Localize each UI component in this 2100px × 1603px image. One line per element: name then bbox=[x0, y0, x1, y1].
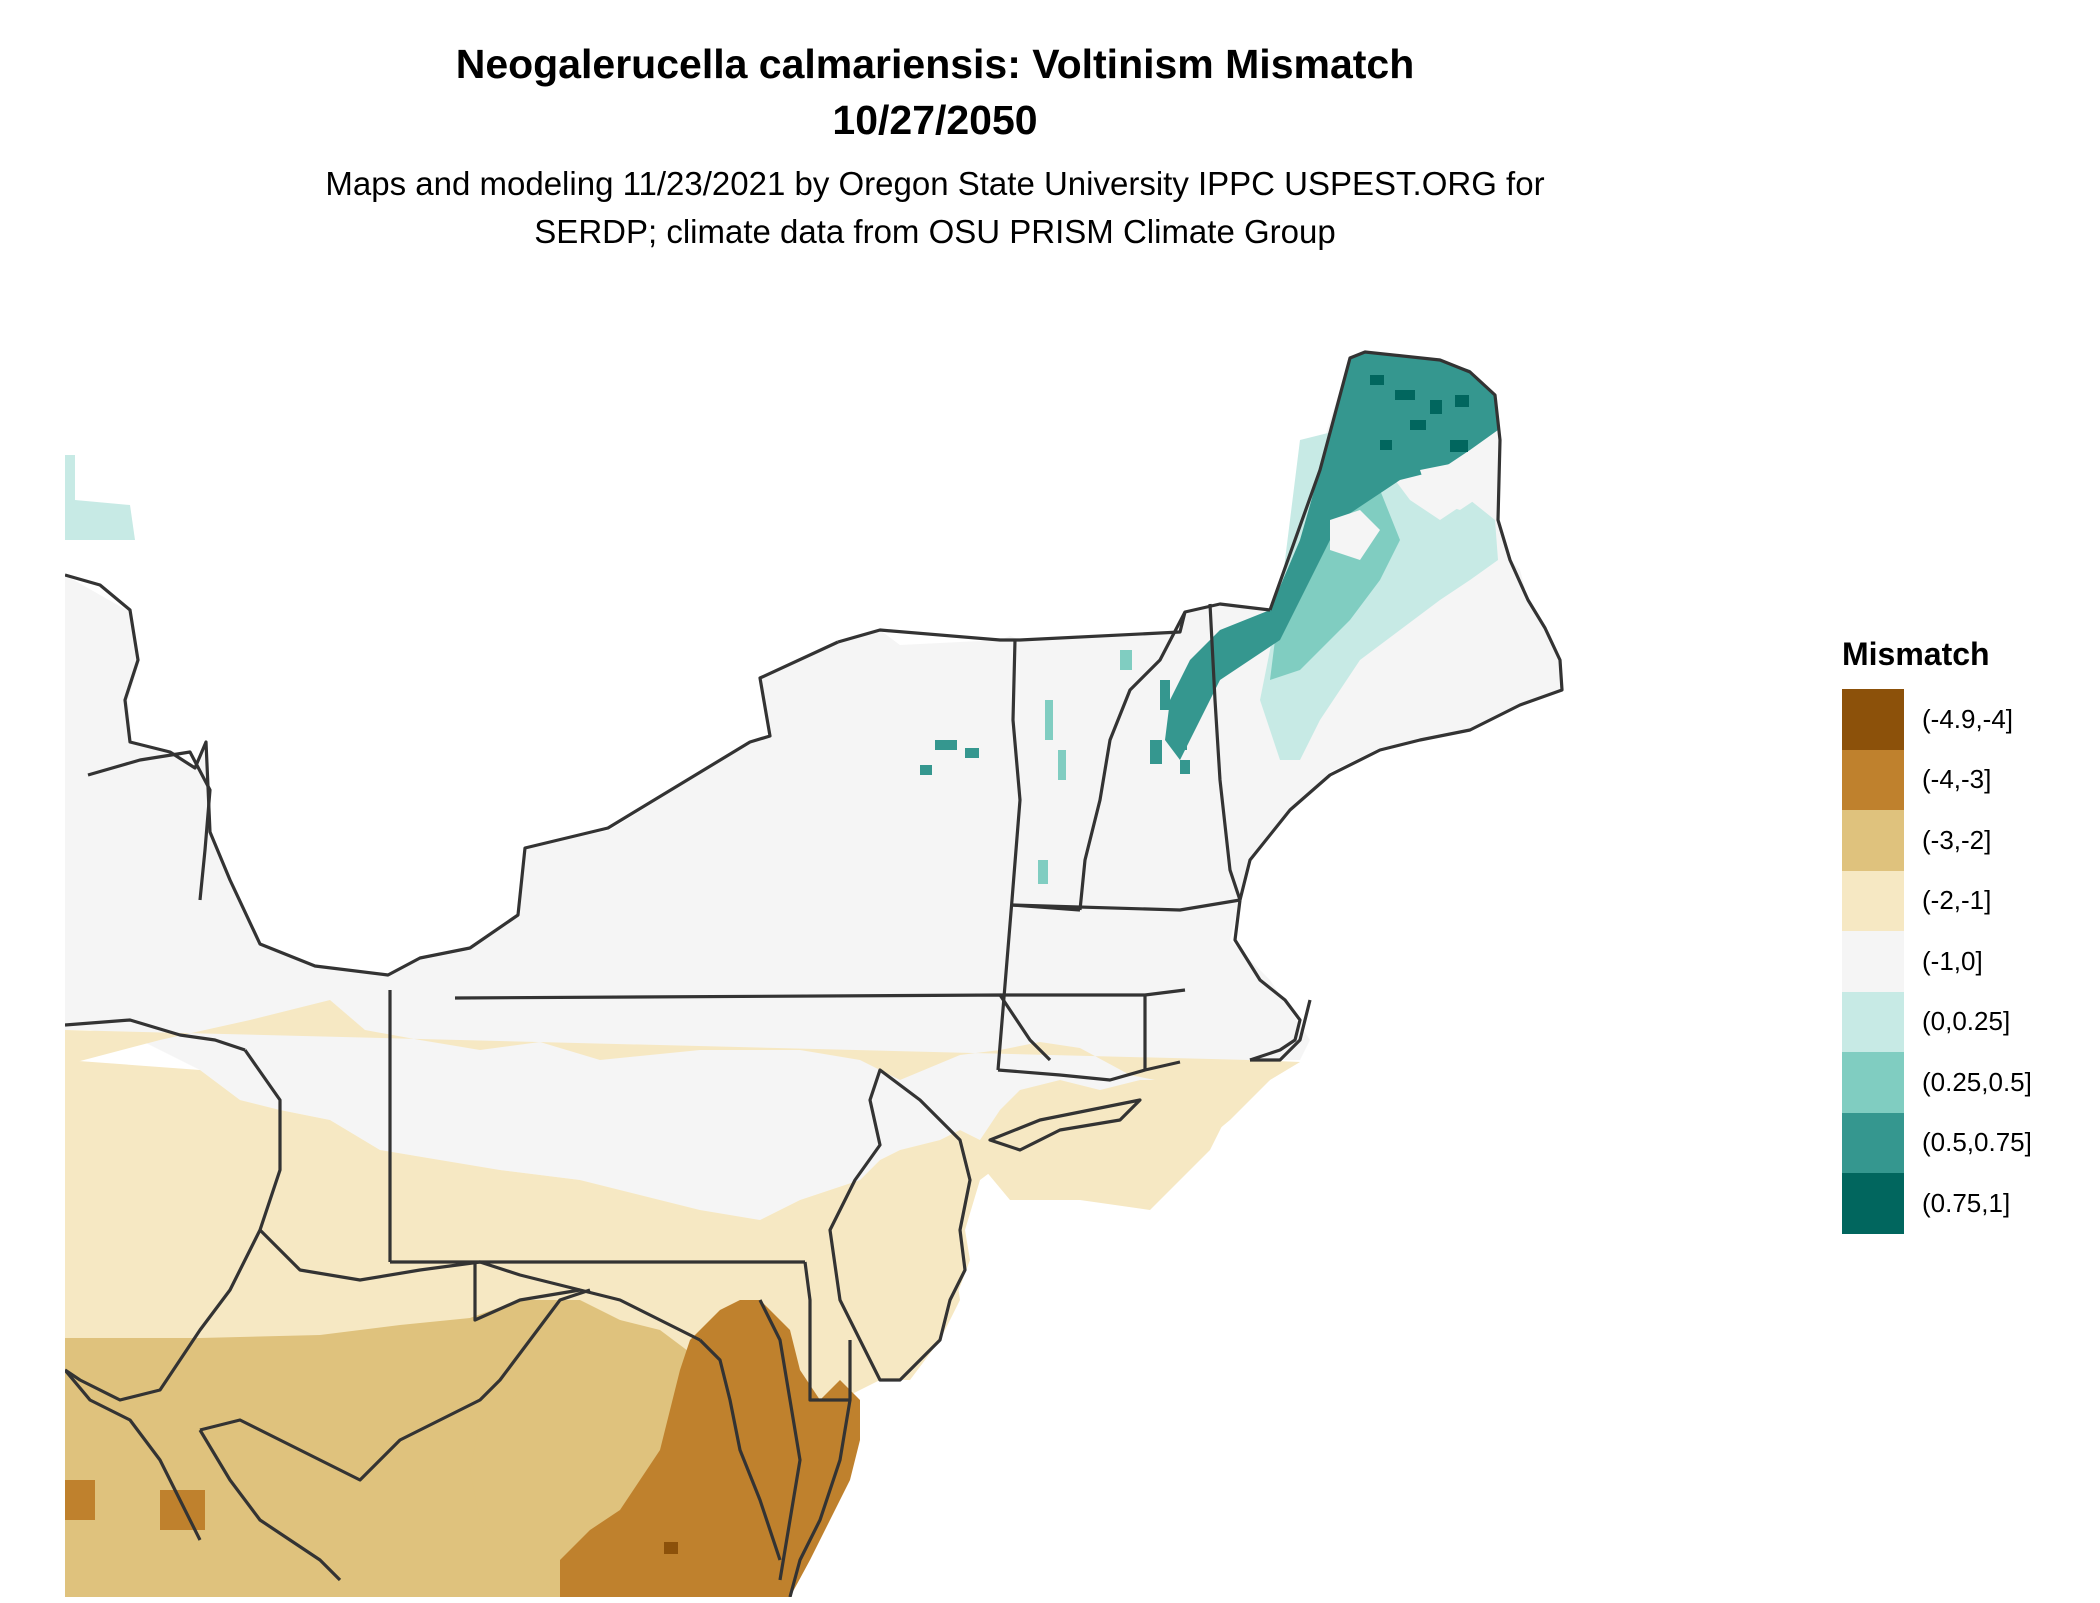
legend-label: (0,0.25] bbox=[1922, 1006, 2011, 1037]
title-line-species: Neogalerucella calmariensis: Voltinism M… bbox=[455, 41, 1415, 87]
michigan-thumb bbox=[87, 750, 212, 901]
map-subtitle: Maps and modeling 11/23/2021 by Oregon S… bbox=[0, 160, 1870, 256]
legend-swatch bbox=[1842, 1173, 1904, 1234]
legend-item: (-1,0] bbox=[1842, 931, 2032, 992]
va-south-region bbox=[198, 1429, 342, 1582]
legend-item: (0.5,0.75] bbox=[1842, 1112, 2032, 1173]
legend-label: (-2,-1] bbox=[1922, 885, 1992, 916]
land-region-north bbox=[65, 352, 1562, 1220]
map-layers bbox=[65, 350, 1564, 1597]
ct-coast bbox=[997, 1068, 1146, 1082]
ohio-border bbox=[65, 1018, 246, 1052]
region-scattered-light-teal bbox=[1038, 650, 1132, 884]
region-brown-patch bbox=[160, 1490, 205, 1530]
vt-nh-border bbox=[1078, 611, 1187, 911]
legend-label: (-4.9,-4] bbox=[1922, 703, 2014, 734]
wv-east-border bbox=[258, 1228, 701, 1342]
subtitle-line-2: SERDP; climate data from OSU PRISM Clima… bbox=[534, 213, 1336, 250]
legend-swatch bbox=[1842, 991, 1904, 1052]
maine-outline bbox=[1238, 350, 1564, 901]
legend-swatch bbox=[1842, 931, 1904, 992]
legend-item: (0.25,0.5] bbox=[1842, 1052, 2032, 1113]
legend-item: (-4,-3] bbox=[1842, 749, 2032, 810]
kentucky-border bbox=[65, 1368, 202, 1541]
region-dark-teal-speckles bbox=[1370, 375, 1469, 452]
great-lakes-shoreline bbox=[65, 573, 839, 977]
legend-label: (0.75,1] bbox=[1922, 1187, 2011, 1218]
subtitle-line-1: Maps and modeling 11/23/2021 by Oregon S… bbox=[325, 165, 1545, 202]
region-coast-beige bbox=[830, 1060, 1270, 1380]
md-border bbox=[473, 1262, 581, 1322]
legend-item: (-4.9,-4] bbox=[1842, 689, 2032, 750]
legend-label: (-3,-2] bbox=[1922, 824, 1992, 855]
ma-coast bbox=[1233, 899, 1302, 1062]
legend-item: (0,0.25] bbox=[1842, 991, 2032, 1052]
va-coast bbox=[788, 1399, 852, 1597]
legend-items: (-4.9,-4] (-4,-3] (-3,-2] (-2,-1] (-1,0] (0,0… bbox=[1842, 689, 2032, 1234]
chesapeake-west bbox=[698, 1338, 782, 1561]
legend-swatch bbox=[1842, 1052, 1904, 1113]
region-gray-pockets bbox=[1330, 460, 1490, 560]
nj-outline bbox=[828, 1068, 972, 1382]
ma-south-border bbox=[1000, 988, 1186, 997]
ma-north-border bbox=[1011, 898, 1241, 912]
legend: Mismatch (-4.9,-4] (-4,-3] (-3,-2] (-2,-1](… bbox=[1842, 636, 2032, 1234]
long-island bbox=[988, 1098, 1142, 1152]
cape-cod bbox=[1250, 999, 1312, 1062]
state-boundaries bbox=[65, 350, 1564, 1597]
ny-border bbox=[837, 602, 1271, 644]
nh-me-border bbox=[1208, 603, 1242, 901]
legend-label: (-4,-3] bbox=[1922, 764, 1992, 795]
region-scattered-teal bbox=[920, 680, 1190, 775]
region-dark-brown-patch bbox=[664, 1542, 678, 1554]
wv-border bbox=[65, 1049, 282, 1402]
chesapeake-east bbox=[758, 1299, 802, 1581]
legend-item: (-2,-1] bbox=[1842, 870, 2032, 931]
legend-swatch bbox=[1842, 1112, 1904, 1173]
region-teal-maine bbox=[1165, 352, 1498, 760]
region-brown-patch bbox=[65, 1480, 95, 1520]
ny-pa-border bbox=[454, 993, 1052, 1062]
legend-title: Mismatch bbox=[1842, 636, 1990, 672]
map-title: Neogalerucella calmariensis: Voltinism M… bbox=[0, 36, 1870, 148]
legend-swatch bbox=[1842, 749, 1904, 810]
legend-item: (0.75,1] bbox=[1842, 1173, 2032, 1234]
legend-swatch bbox=[1842, 689, 1904, 750]
legend-label: (0.5,0.75] bbox=[1922, 1127, 2032, 1158]
ny-vt-border bbox=[996, 639, 1022, 1071]
region-light-teal-nw bbox=[65, 455, 135, 540]
legend-swatch bbox=[1842, 810, 1904, 871]
legend-item: (-3,-2] bbox=[1842, 810, 2032, 871]
de-border bbox=[803, 1261, 852, 1402]
legend-label: (-1,0] bbox=[1922, 945, 1983, 976]
wv-va-border bbox=[199, 1288, 591, 1482]
legend-label: (0.25,0.5] bbox=[1922, 1066, 2032, 1097]
legend-swatch bbox=[1842, 870, 1904, 931]
title-line-date: 10/27/2050 bbox=[832, 97, 1038, 143]
